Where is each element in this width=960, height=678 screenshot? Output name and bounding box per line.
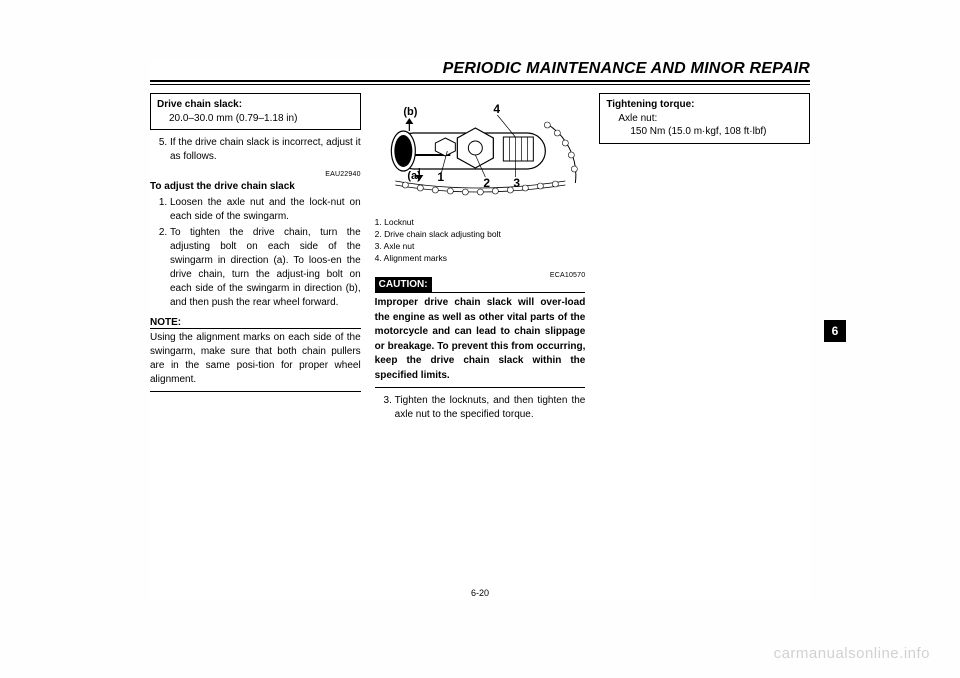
legend-4: 4. Alignment marks <box>375 253 586 265</box>
caution-label: CAUTION: <box>375 277 432 293</box>
step-list-5: If the drive chain slack is incorrect, a… <box>150 136 361 164</box>
drive-chain-diagram-icon: (b) (a) 1 2 3 4 <box>375 93 586 213</box>
caution-heading-row: CAUTION: <box>375 280 586 293</box>
step-list-3: Tighten the locknuts, and then tighten t… <box>375 394 586 422</box>
figure-label-a: (a) <box>407 170 421 182</box>
spec-label: Drive chain slack: <box>157 99 242 110</box>
step-1: Loosen the axle nut and the lock-nut on … <box>170 196 361 224</box>
manual-page: PERIODIC MAINTENANCE AND MINOR REPAIR Dr… <box>150 60 810 600</box>
column-2: (b) (a) 1 2 3 4 1. Locknut <box>375 93 586 428</box>
page-header: PERIODIC MAINTENANCE AND MINOR REPAIR <box>150 60 810 80</box>
legend-2: 2. Drive chain slack adjusting bolt <box>375 229 586 241</box>
drive-chain-slack-spec: Drive chain slack: 20.0–30.0 mm (0.79–1.… <box>150 93 361 130</box>
column-3: Tightening torque: Axle nut: 150 Nm (15.… <box>599 93 810 428</box>
spec-label-torque: Tightening torque: <box>606 99 694 110</box>
watermark: carmanualsonline.info <box>774 645 930 662</box>
page-viewport: PERIODIC MAINTENANCE AND MINOR REPAIR Dr… <box>0 0 960 678</box>
section-tab: 6 <box>824 320 846 342</box>
step-3: Tighten the locknuts, and then tighten t… <box>395 394 586 422</box>
doc-code-1: EAU22940 <box>150 170 361 180</box>
note-label: NOTE: <box>150 316 181 330</box>
caution-footer-rule <box>375 387 586 388</box>
note-body: Using the alignment marks on each side o… <box>150 331 361 387</box>
figure-legend: 1. Locknut 2. Drive chain slack adjustin… <box>375 217 586 265</box>
header-rule-thick <box>150 80 810 82</box>
step-5: If the drive chain slack is incorrect, a… <box>170 136 361 164</box>
step-2: To tighten the drive chain, turn the adj… <box>170 226 361 310</box>
column-1: Drive chain slack: 20.0–30.0 mm (0.79–1.… <box>150 93 361 428</box>
figure-drive-chain: (b) (a) 1 2 3 4 <box>375 93 586 213</box>
caution-body: Improper drive chain slack will over-loa… <box>375 296 586 383</box>
figure-num-3: 3 <box>513 176 520 190</box>
figure-num-2: 2 <box>483 176 490 190</box>
legend-3: 3. Axle nut <box>375 241 586 253</box>
subheading-adjust: To adjust the drive chain slack <box>150 180 361 194</box>
page-number: 6-20 <box>150 588 810 598</box>
tightening-torque-spec: Tightening torque: Axle nut: 150 Nm (15.… <box>599 93 810 144</box>
content-columns: Drive chain slack: 20.0–30.0 mm (0.79–1.… <box>150 93 810 428</box>
legend-1: 1. Locknut <box>375 217 586 229</box>
note-footer-rule <box>150 391 361 392</box>
note-block: NOTE: Using the alignment marks on each … <box>150 316 361 392</box>
step-list-1-2: Loosen the axle nut and the lock-nut on … <box>150 196 361 310</box>
spec-sublabel-torque: Axle nut: <box>606 112 803 126</box>
header-rule-thin <box>150 84 810 85</box>
figure-num-4: 4 <box>493 102 500 116</box>
spec-value-torque: 150 Nm (15.0 m·kgf, 108 ft·lbf) <box>606 125 803 139</box>
spec-value: 20.0–30.0 mm (0.79–1.18 in) <box>157 112 354 126</box>
figure-num-1: 1 <box>437 170 444 184</box>
note-rule <box>150 328 361 329</box>
figure-label-b: (b) <box>403 106 417 118</box>
